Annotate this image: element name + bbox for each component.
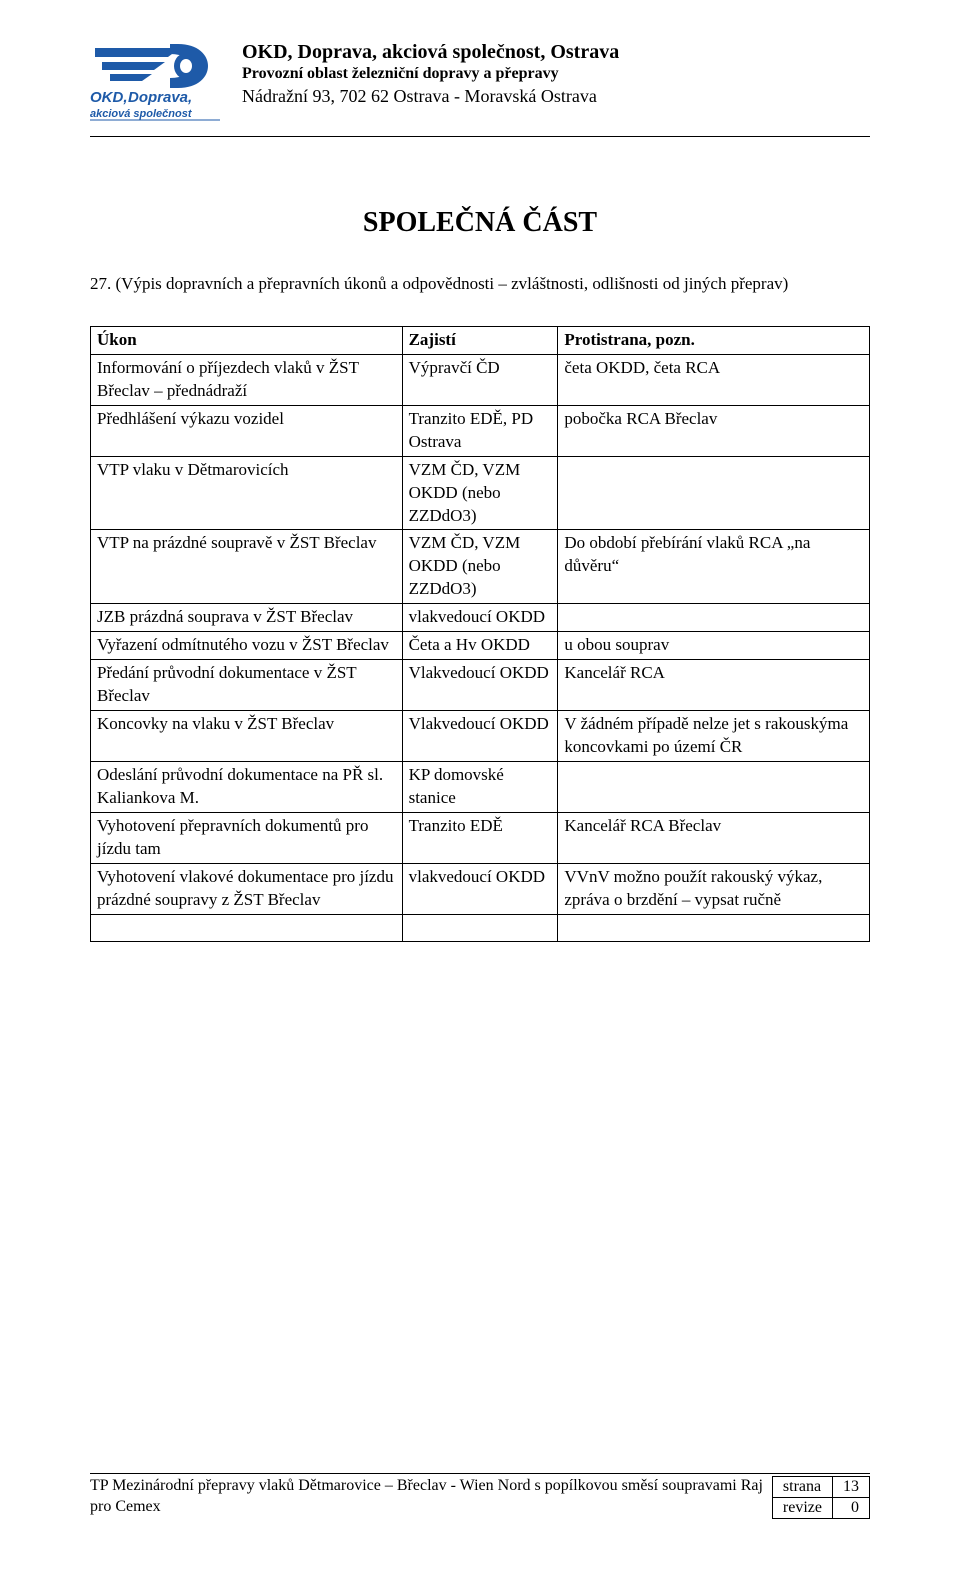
- footer-rev-number: 0: [833, 1498, 870, 1519]
- cell: Koncovky na vlaku v ŽST Břeclav: [91, 711, 403, 762]
- cell: [91, 914, 403, 942]
- logo-text-as: akciová společnost: [90, 108, 193, 120]
- cell: Do období přebírání vlaků RCA „na důvěru…: [558, 530, 870, 604]
- footer-page-number: 13: [833, 1477, 870, 1498]
- company-name: OKD, Doprava, akciová společnost, Ostrav…: [242, 40, 619, 64]
- header-rule: [90, 136, 870, 137]
- table-row: Vyhotovení vlakové dokumentace pro jízdu…: [91, 863, 870, 914]
- table-row: Předání průvodní dokumentace v ŽST Břecl…: [91, 660, 870, 711]
- company-subtitle: Provozní oblast železniční dopravy a pře…: [242, 64, 619, 85]
- cell: [402, 914, 558, 942]
- col-header-protistrana: Protistrana, pozn.: [558, 326, 870, 354]
- footer-rule: [90, 1473, 870, 1474]
- table-row: VTP vlaku v DětmarovicíchVZM ČD, VZM OKD…: [91, 456, 870, 530]
- cell: VVnV možno použít rakouský výkaz, zpráva…: [558, 863, 870, 914]
- cell: Četa a Hv OKDD: [402, 632, 558, 660]
- cell: Předání průvodní dokumentace v ŽST Břecl…: [91, 660, 403, 711]
- footer-meta-table: strana 13 revize 0: [772, 1476, 870, 1519]
- company-logo: OKD, Doprava, akciová společnost: [90, 40, 230, 130]
- cell: vlakvedoucí OKDD: [402, 604, 558, 632]
- main-title: SPOLEČNÁ ČÁST: [90, 207, 870, 239]
- cell: VZM ČD, VZM OKDD (nebo ZZDdO3): [402, 530, 558, 604]
- cell: Tranzito EDĚ, PD Ostrava: [402, 405, 558, 456]
- cell: [558, 456, 870, 530]
- table-row: JZB prázdná souprava v ŽST Břeclavvlakve…: [91, 604, 870, 632]
- page-footer: TP Mezinárodní přepravy vlaků Dětmarovic…: [90, 1473, 870, 1519]
- cell: Vyhotovení vlakové dokumentace pro jízdu…: [91, 863, 403, 914]
- cell: u obou souprav: [558, 632, 870, 660]
- cell: VTP na prázdné soupravě v ŽST Břeclav: [91, 530, 403, 604]
- cell: Vlakvedoucí OKDD: [402, 660, 558, 711]
- cell: pobočka RCA Břeclav: [558, 405, 870, 456]
- footer-rev-label: revize: [772, 1498, 832, 1519]
- cell: Předhlášení výkazu vozidel: [91, 405, 403, 456]
- cell: Vyhotovení přepravních dokumentů pro jíz…: [91, 812, 403, 863]
- col-header-ukon: Úkon: [91, 326, 403, 354]
- cell: [558, 914, 870, 942]
- footer-page-label: strana: [772, 1477, 832, 1498]
- footer-row: TP Mezinárodní přepravy vlaků Dětmarovic…: [90, 1476, 870, 1519]
- table-row: Informování o příjezdech vlaků v ŽST Bře…: [91, 354, 870, 405]
- section-text: (Výpis dopravních a přepravních úkonů a …: [116, 274, 789, 293]
- table-header-row: Úkon Zajistí Protistrana, pozn.: [91, 326, 870, 354]
- table-row: Koncovky na vlaku v ŽST BřeclavVlakvedou…: [91, 711, 870, 762]
- cell: četa OKDD, četa RCA: [558, 354, 870, 405]
- cell: [558, 761, 870, 812]
- cell: KP domovské stanice: [402, 761, 558, 812]
- cell: Odeslání průvodní dokumentace na PŘ sl. …: [91, 761, 403, 812]
- footer-left-text: TP Mezinárodní přepravy vlaků Dětmarovic…: [90, 1476, 772, 1518]
- cell: [558, 604, 870, 632]
- table-row: Vyřazení odmítnutého vozu v ŽST BřeclavČ…: [91, 632, 870, 660]
- cell: VTP vlaku v Dětmarovicích: [91, 456, 403, 530]
- cell: Tranzito EDĚ: [402, 812, 558, 863]
- section-number: 27.: [90, 274, 111, 293]
- cell: Vlakvedoucí OKDD: [402, 711, 558, 762]
- page: OKD, Doprava, akciová společnost OKD, Do…: [0, 0, 960, 1575]
- logo-text-okd: OKD,: [90, 89, 128, 106]
- table-row: [91, 914, 870, 942]
- cell: Výpravčí ČD: [402, 354, 558, 405]
- cell: VZM ČD, VZM OKDD (nebo ZZDdO3): [402, 456, 558, 530]
- document-header: OKD, Doprava, akciová společnost OKD, Do…: [90, 40, 870, 130]
- cell: Kancelář RCA Břeclav: [558, 812, 870, 863]
- table-row: Vyhotovení přepravních dokumentů pro jíz…: [91, 812, 870, 863]
- cell: Kancelář RCA: [558, 660, 870, 711]
- company-address: Nádražní 93, 702 62 Ostrava - Moravská O…: [242, 85, 619, 108]
- cell: Informování o příjezdech vlaků v ŽST Bře…: [91, 354, 403, 405]
- cell: Vyřazení odmítnutého vozu v ŽST Břeclav: [91, 632, 403, 660]
- table-row: VTP na prázdné soupravě v ŽST BřeclavVZM…: [91, 530, 870, 604]
- header-text-block: OKD, Doprava, akciová společnost, Ostrav…: [242, 40, 619, 108]
- table-row: Předhlášení výkazu vozidelTranzito EDĚ, …: [91, 405, 870, 456]
- col-header-zajisti: Zajistí: [402, 326, 558, 354]
- logo-text-doprava: Doprava,: [128, 89, 192, 106]
- cell: vlakvedoucí OKDD: [402, 863, 558, 914]
- section-line: 27. (Výpis dopravních a přepravních úkon…: [90, 273, 870, 296]
- table-body: Informování o příjezdech vlaků v ŽST Bře…: [91, 354, 870, 942]
- cell: JZB prázdná souprava v ŽST Břeclav: [91, 604, 403, 632]
- task-table: Úkon Zajistí Protistrana, pozn. Informov…: [90, 326, 870, 943]
- cell: V žádném případě nelze jet s rakouskýma …: [558, 711, 870, 762]
- table-row: Odeslání průvodní dokumentace na PŘ sl. …: [91, 761, 870, 812]
